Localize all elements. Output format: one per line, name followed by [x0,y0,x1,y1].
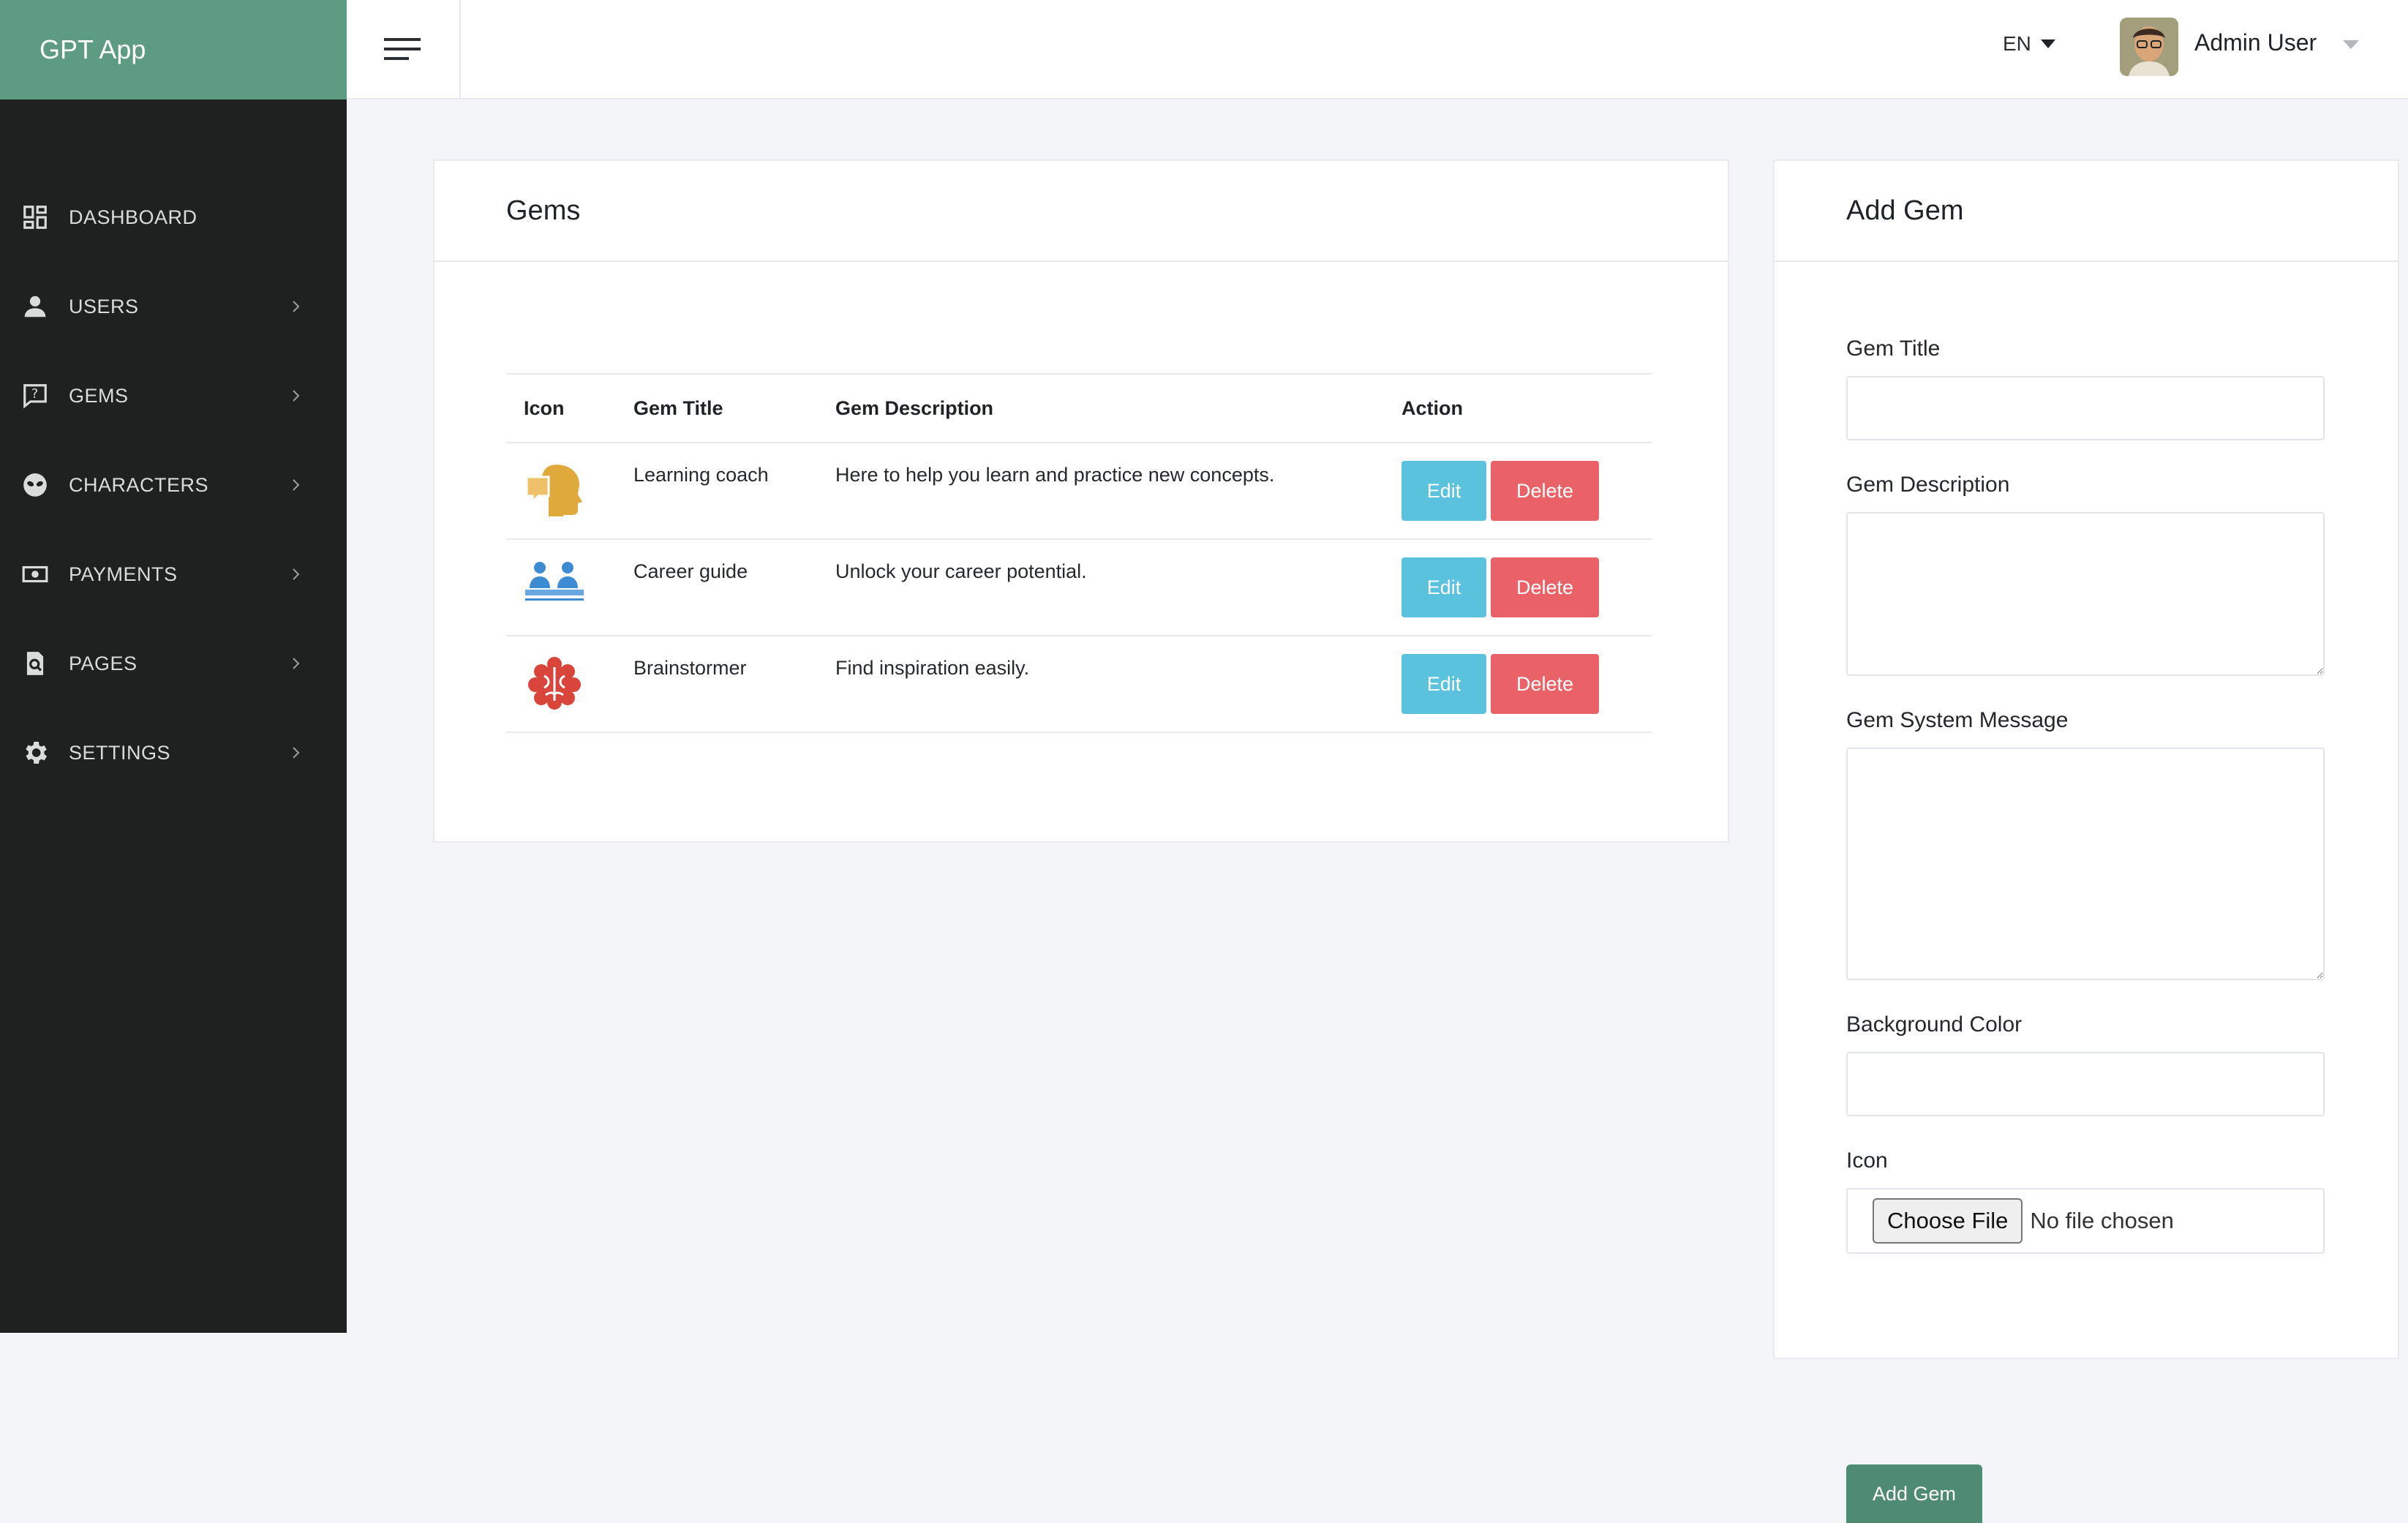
sidebar-item-label: SETTINGS [69,741,171,764]
sidebar-item-label: GEMS [69,384,129,407]
chevron-right-icon [293,568,300,580]
sidebar-nav: DASHBOARD USERS ? GEMS CHARACTERS [0,99,347,797]
add-gem-card: Add Gem Gem Title Gem Description Gem Sy… [1773,159,2399,1523]
gem-title-input[interactable] [1846,376,2325,440]
sidebar-item-payments[interactable]: PAYMENTS [0,530,347,619]
page-search-icon [20,649,50,678]
top-bar: EN Admin User [347,0,2408,99]
gems-table: Icon Gem Title Gem Description Action Le… [506,373,1652,733]
sidebar-item-label: PAGES [69,652,138,674]
avatar[interactable] [2120,18,2178,76]
gem-title-cell: Career guide [616,539,818,636]
gems-card: Gems Icon Gem Title Gem Description Acti… [433,159,1729,843]
caret-down-icon [2040,40,2055,48]
chevron-right-icon [293,301,300,312]
action-cell: Edit Delete [1384,443,1652,540]
delete-button[interactable]: Delete [1491,461,1599,521]
chevron-right-icon [293,747,300,759]
sidebar-item-dashboard[interactable]: DASHBOARD [0,173,347,262]
delete-button[interactable]: Delete [1491,557,1599,617]
add-gem-button[interactable]: Add Gem [1846,1464,1982,1523]
learning-coach-icon [525,465,582,519]
background-color-label: Background Color [1846,1012,2023,1037]
choose-file-button[interactable]: Choose File [1873,1198,2023,1244]
chevron-right-icon [293,658,300,669]
table-header-row: Icon Gem Title Gem Description Action [506,373,1652,443]
hamburger-icon [384,38,421,60]
sidebar-item-users[interactable]: USERS [0,262,347,351]
sidebar-item-label: PAYMENTS [69,563,178,585]
sidebar: DASHBOARD USERS ? GEMS CHARACTERS [0,99,347,1333]
card-title: Add Gem [1775,161,2398,262]
sidebar-item-pages[interactable]: PAGES [0,619,347,708]
chevron-right-icon [293,390,300,402]
alien-icon [20,470,50,500]
gem-description-label: Gem Description [1846,473,2010,497]
brand-logo[interactable]: GPT App [0,0,347,99]
column-header: Gem Title [616,373,818,443]
card-title: Gems [434,161,1728,262]
table-row: Career guide Unlock your career potentia… [506,539,1652,636]
action-cell: Edit Delete [1384,636,1652,733]
chevron-right-icon [293,479,300,491]
icon-cell [506,443,616,540]
action-cell: Edit Delete [1384,539,1652,636]
language-label: EN [2003,32,2031,55]
user-name[interactable]: Admin User [2194,29,2317,56]
column-header: Icon [506,373,616,443]
icon-file-input: Choose File No file chosen [1846,1188,2325,1254]
dashboard-icon [20,203,50,232]
icon-label: Icon [1846,1148,1888,1173]
column-header: Gem Description [818,373,1384,443]
sidebar-item-label: CHARACTERS [69,473,209,496]
gem-title-cell: Learning coach [616,443,818,540]
background-color-input[interactable] [1846,1052,2325,1116]
table-row: Learning coach Here to help you learn an… [506,443,1652,540]
svg-text:?: ? [31,387,39,402]
icon-cell [506,636,616,733]
delete-button[interactable]: Delete [1491,654,1599,714]
table-row: Brainstormer Find inspiration easily. Ed… [506,636,1652,733]
edit-button[interactable]: Edit [1401,461,1486,521]
gem-title-label: Gem Title [1846,336,1941,361]
gem-description-cell: Unlock your career potential. [818,539,1384,636]
career-guide-icon [525,562,584,601]
edit-button[interactable]: Edit [1401,557,1486,617]
gear-icon [20,738,50,767]
edit-button[interactable]: Edit [1401,654,1486,714]
sidebar-item-label: DASHBOARD [69,206,197,228]
icon-cell [506,539,616,636]
language-selector[interactable]: EN [2003,32,2056,56]
gem-title-cell: Brainstormer [616,636,818,733]
menu-toggle-button[interactable] [347,0,461,99]
gem-system-message-input[interactable] [1846,748,2325,980]
brain-icon [528,657,581,710]
money-icon [20,560,50,589]
gem-description-cell: Find inspiration easily. [818,636,1384,733]
column-header: Action [1384,373,1652,443]
brand-name: GPT App [39,34,146,64]
sidebar-item-gems[interactable]: ? GEMS [0,351,347,440]
gem-description-input[interactable] [1846,512,2325,676]
gem-chat-icon: ? [20,381,50,410]
caret-down-icon[interactable] [2342,40,2360,50]
add-gem-form: Gem Title Gem Description Gem System Mes… [1846,336,2325,1523]
file-status: No file chosen [2030,1208,2174,1233]
user-icon [20,292,50,321]
gem-description-cell: Here to help you learn and practice new … [818,443,1384,540]
gem-system-message-label: Gem System Message [1846,708,2069,732]
sidebar-item-settings[interactable]: SETTINGS [0,708,347,797]
sidebar-item-label: USERS [69,295,139,317]
sidebar-item-characters[interactable]: CHARACTERS [0,440,347,530]
